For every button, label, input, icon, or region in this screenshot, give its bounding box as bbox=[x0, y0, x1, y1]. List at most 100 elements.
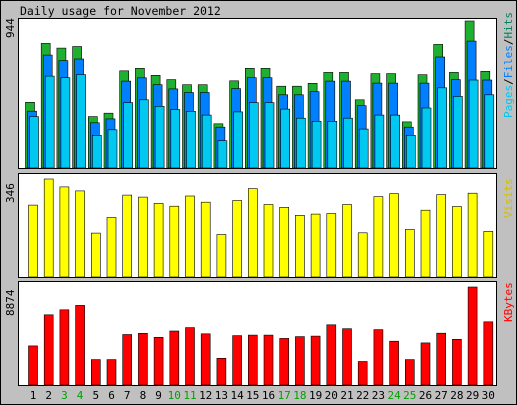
bar-visits bbox=[357, 232, 368, 278]
bar-visits bbox=[185, 195, 195, 278]
max-label-visits: 346 bbox=[4, 183, 17, 203]
legend-kbytes: KBytes bbox=[502, 282, 515, 322]
day-label: 1 bbox=[30, 389, 37, 402]
bar-kbytes bbox=[373, 329, 384, 386]
bar-kbytes bbox=[452, 338, 462, 386]
day-label: 8 bbox=[140, 389, 147, 402]
bar-pages bbox=[405, 135, 416, 169]
bar-kbytes bbox=[216, 357, 227, 386]
bar-pages bbox=[390, 114, 400, 169]
bar-visits bbox=[373, 196, 384, 278]
day-label: 28 bbox=[450, 389, 463, 402]
day-label: 14 bbox=[230, 389, 244, 402]
day-label: 21 bbox=[340, 389, 353, 402]
bar-kbytes bbox=[185, 327, 195, 386]
bar-kbytes bbox=[279, 338, 290, 386]
bar-visits bbox=[483, 231, 494, 278]
bar-pages bbox=[201, 114, 212, 169]
bar-kbytes bbox=[420, 342, 431, 386]
day-label: 26 bbox=[419, 389, 432, 402]
day-label: 15 bbox=[246, 389, 259, 402]
bar-kbytes bbox=[232, 335, 242, 386]
bar-pages bbox=[327, 121, 338, 169]
bar-kbytes bbox=[169, 330, 180, 386]
bar-visits bbox=[467, 192, 478, 278]
bar-kbytes bbox=[138, 332, 148, 386]
bar-kbytes bbox=[483, 321, 494, 386]
bar-visits bbox=[279, 207, 290, 278]
day-label: 24 bbox=[387, 389, 401, 402]
bar-kbytes bbox=[43, 314, 54, 386]
bar-pages bbox=[453, 96, 463, 169]
bar-visits bbox=[28, 204, 38, 278]
bar-visits bbox=[310, 213, 321, 278]
bar-kbytes bbox=[28, 345, 38, 386]
bar-kbytes bbox=[263, 334, 274, 386]
day-label: 16 bbox=[262, 389, 275, 402]
bars-kbytes bbox=[28, 286, 494, 386]
day-label: 25 bbox=[403, 389, 416, 402]
bar-kbytes bbox=[389, 340, 399, 386]
bar-pages bbox=[374, 114, 385, 169]
bar-visits bbox=[452, 206, 462, 278]
bar-kbytes bbox=[357, 361, 368, 386]
bar-kbytes bbox=[153, 336, 164, 386]
legend-pages-files-hits: Pages/Files/Hits bbox=[502, 12, 515, 118]
bar-pages bbox=[468, 79, 479, 169]
max-label-kbytes: 8874 bbox=[4, 289, 17, 316]
legend-sep-1: / bbox=[502, 78, 515, 85]
bar-visits bbox=[326, 213, 337, 278]
bar-pages bbox=[76, 74, 86, 169]
bar-pages bbox=[249, 102, 259, 169]
bar-kbytes bbox=[436, 332, 447, 386]
bar-visits bbox=[263, 204, 274, 278]
day-label: 11 bbox=[183, 389, 196, 402]
day-label: 12 bbox=[199, 389, 212, 402]
bar-kbytes bbox=[248, 334, 258, 386]
bar-pages bbox=[60, 77, 71, 169]
bar-visits bbox=[153, 203, 164, 278]
bar-visits bbox=[106, 217, 117, 278]
day-label: 13 bbox=[215, 389, 228, 402]
legend-sep-2: / bbox=[502, 39, 515, 46]
legend-pages: Pages bbox=[502, 85, 515, 118]
day-label: 6 bbox=[108, 389, 115, 402]
bar-pages bbox=[311, 121, 322, 169]
bar-pages bbox=[44, 75, 55, 169]
bar-pages bbox=[139, 99, 149, 169]
day-labels: 1 2 3 4 5 6 7 8 9 10 11 12 13 14 15 16 17 18 19 20 21 22 23 24 2… bbox=[30, 389, 495, 402]
bar-kbytes bbox=[59, 309, 70, 386]
bar-visits bbox=[232, 200, 242, 278]
bar-pages bbox=[170, 109, 181, 169]
bar-pages bbox=[437, 87, 448, 169]
bar-pages bbox=[358, 128, 369, 169]
bar-kbytes bbox=[295, 336, 305, 386]
bar-pages bbox=[264, 102, 275, 169]
bar-kbytes bbox=[75, 305, 85, 386]
day-label: 29 bbox=[466, 389, 479, 402]
bar-visits bbox=[91, 232, 101, 278]
chart-title: Daily usage for November 2012 bbox=[20, 4, 221, 18]
bar-visits bbox=[404, 229, 415, 278]
bar-kbytes bbox=[106, 359, 117, 386]
bar-kbytes bbox=[326, 324, 337, 386]
bar-visits bbox=[420, 209, 431, 278]
day-label: 18 bbox=[293, 389, 306, 402]
day-label: 22 bbox=[356, 389, 369, 402]
bars-pages-files-hits bbox=[25, 20, 495, 169]
day-label: 10 bbox=[168, 389, 181, 402]
bar-kbytes bbox=[404, 359, 415, 386]
day-label: 17 bbox=[278, 389, 291, 402]
bar-visits bbox=[59, 186, 70, 278]
bar-visits bbox=[138, 196, 148, 278]
bar-visits bbox=[75, 190, 85, 278]
bar-pages bbox=[123, 102, 133, 169]
day-label: 2 bbox=[45, 389, 52, 402]
day-label: 20 bbox=[325, 389, 338, 402]
bar-visits bbox=[216, 234, 227, 278]
bar-pages bbox=[186, 111, 196, 169]
bar-pages bbox=[484, 94, 495, 169]
legend-files: Files bbox=[502, 45, 515, 78]
bar-pages bbox=[217, 140, 228, 169]
